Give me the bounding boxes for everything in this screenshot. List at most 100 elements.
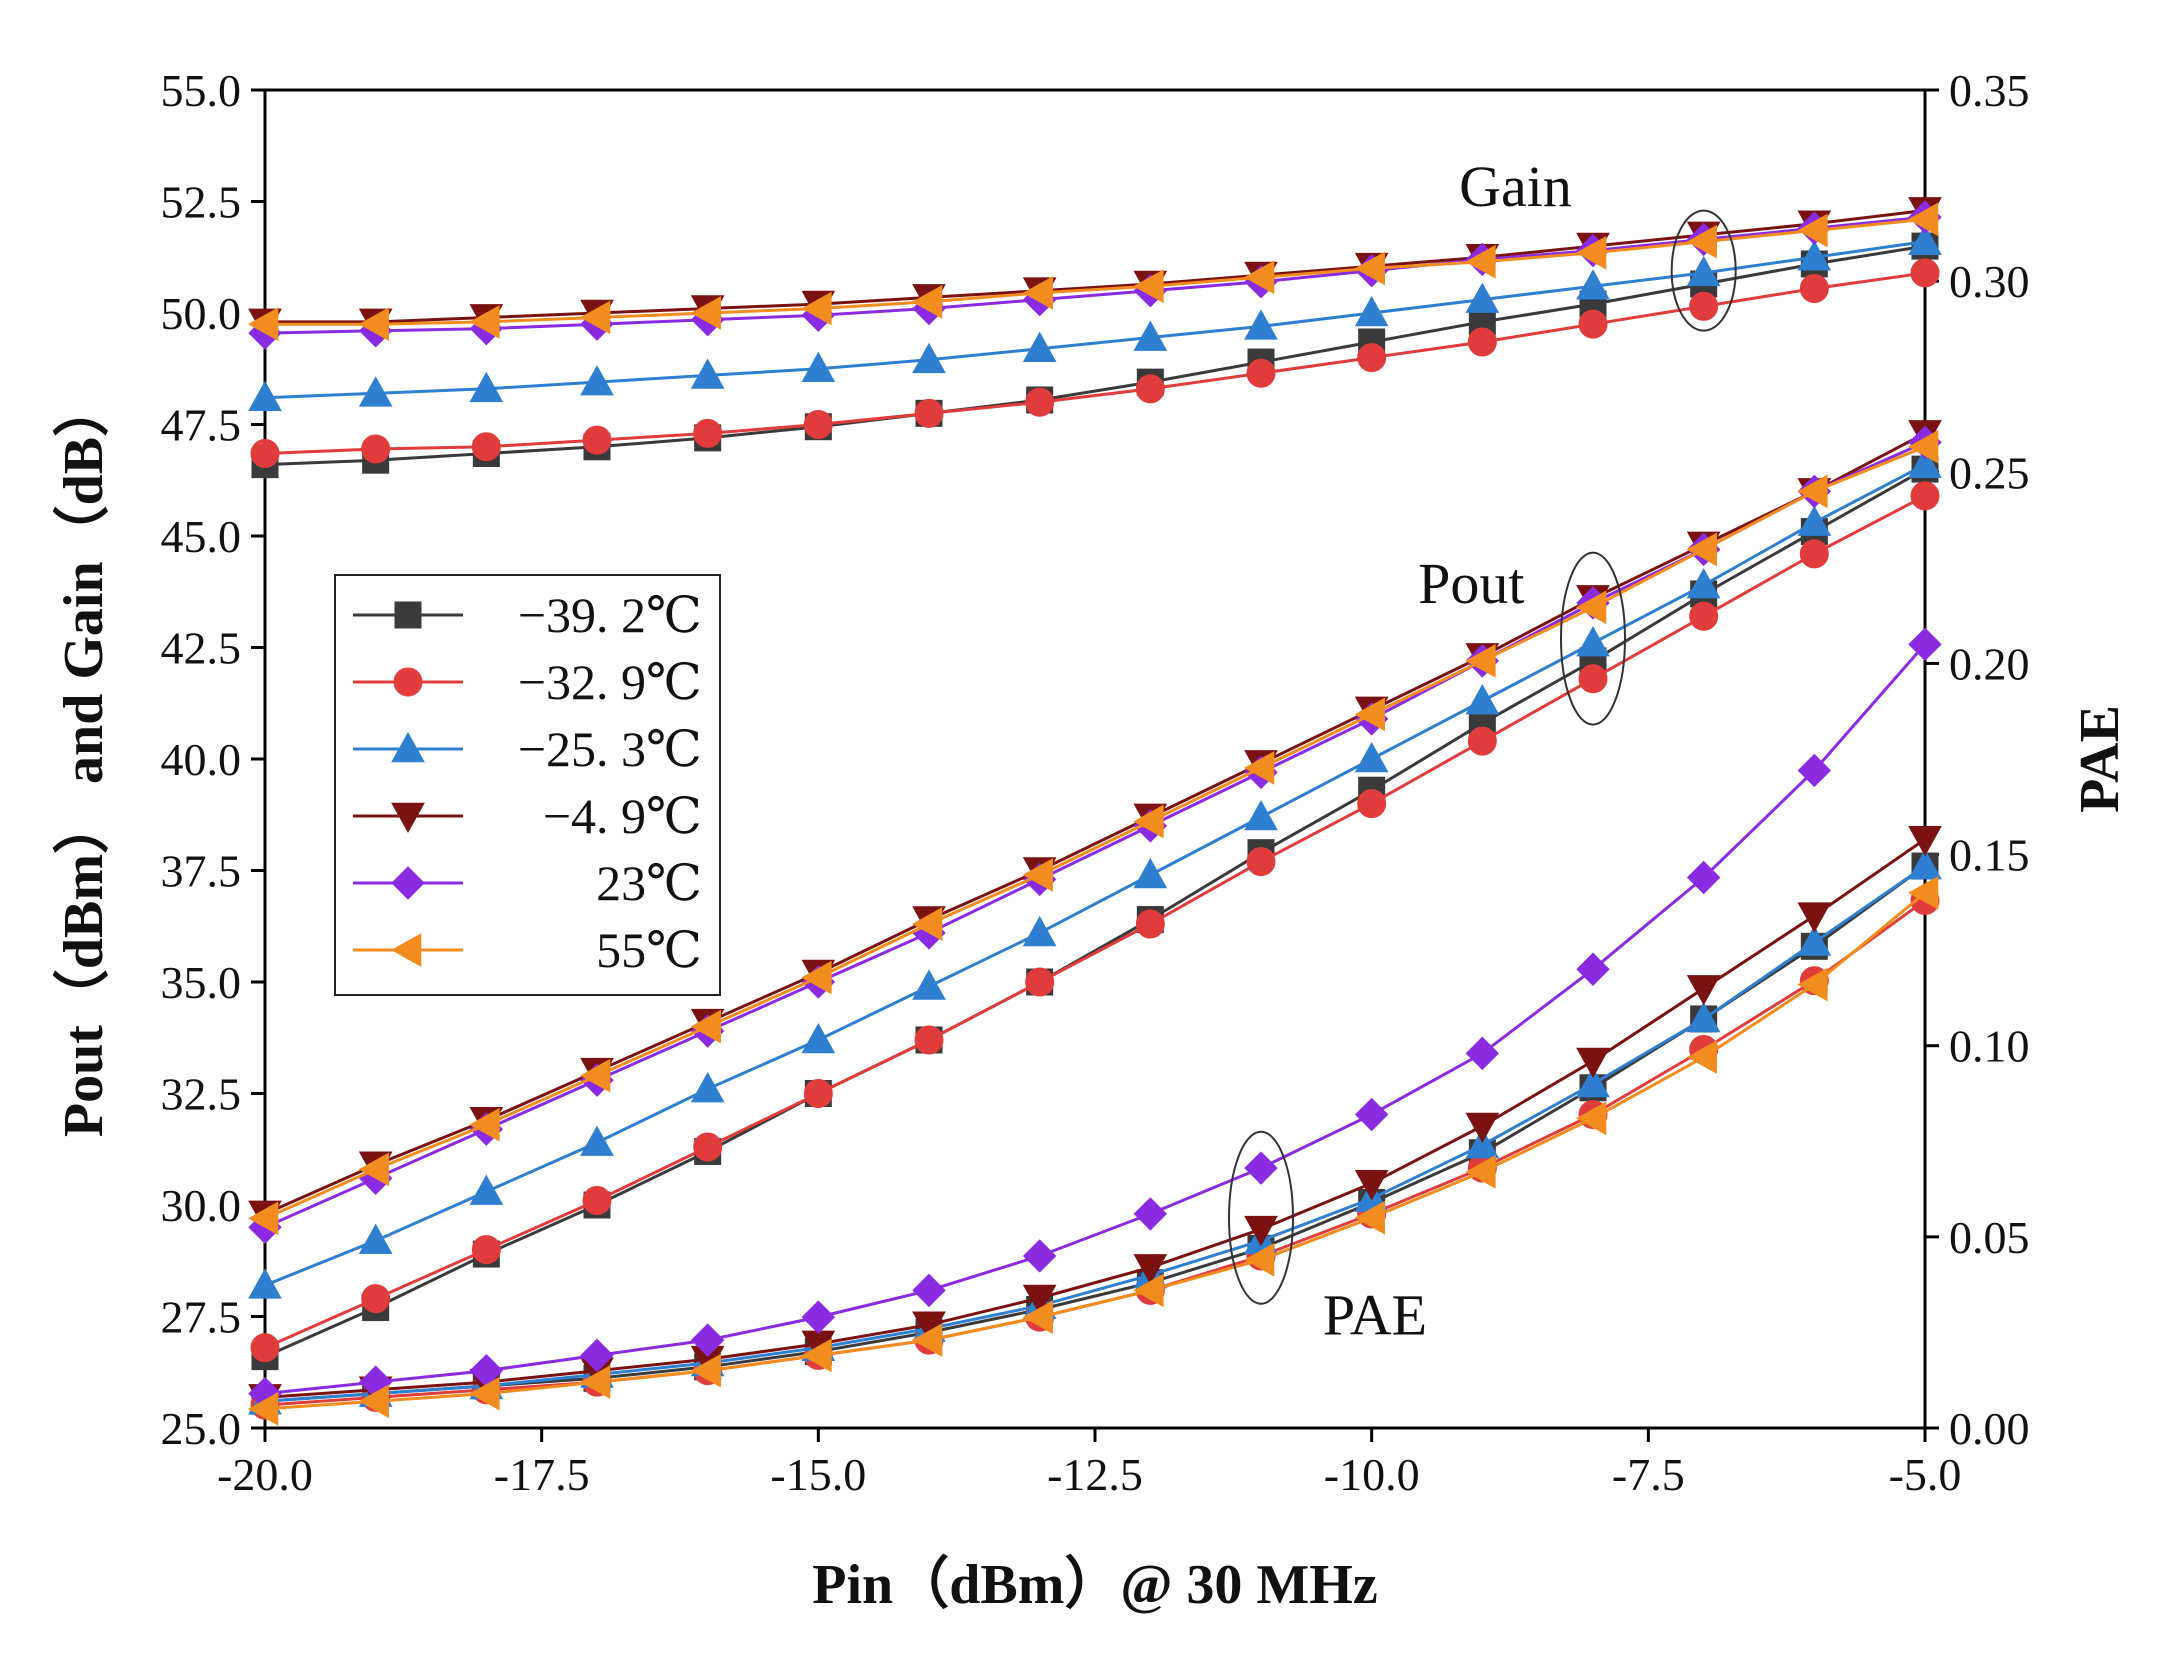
data-point-pout-2	[801, 1022, 836, 1054]
data-point-gain-2	[1133, 320, 1168, 351]
data-point-pae-4	[1797, 753, 1832, 788]
data-point-pout-5	[1243, 751, 1275, 785]
data-point-pae-5	[579, 1365, 611, 1399]
data-point-gain-5	[1465, 244, 1496, 279]
data-point-pae-2	[1797, 925, 1832, 956]
data-point-gain-1	[1910, 258, 1940, 288]
data-point-pae-4	[912, 1273, 946, 1308]
data-point-pae-5	[1575, 1101, 1607, 1136]
data-point-gain-5	[1575, 235, 1607, 270]
series-line-pout-4	[264, 440, 1926, 1229]
series-group	[247, 197, 1942, 1426]
data-point-pae-2	[1576, 1066, 1610, 1098]
series-line-gain-1	[264, 271, 1926, 455]
data-point-gain-2	[912, 342, 946, 374]
data-point-gain-5	[1797, 213, 1828, 248]
data-point-pout-5	[579, 1058, 611, 1093]
series-line-gain-2	[264, 240, 1926, 400]
data-point-gain-2	[248, 380, 282, 412]
y-left-axis-title: Pout（dBm） and Gain（dB）	[52, 381, 115, 1137]
y-right-tick-label: 0.00	[1949, 1403, 2030, 1454]
data-point-pout-1	[1799, 539, 1829, 569]
annotation-label: PAE	[1323, 1282, 1427, 1347]
data-point-pout-2	[248, 1268, 282, 1299]
legend-marker	[391, 731, 425, 763]
data-point-pae-5	[247, 1392, 279, 1426]
data-point-gain-5	[801, 291, 832, 326]
data-point-pout-5	[1354, 697, 1385, 732]
data-point-gain-2	[1686, 255, 1721, 287]
data-point-pae-4	[1244, 1151, 1278, 1185]
data-point-gain-2	[580, 365, 614, 396]
data-point-pout-2	[1797, 505, 1832, 536]
data-point-gain-1	[1357, 343, 1387, 373]
data-point-pout-1	[1467, 726, 1497, 756]
data-point-gain-5	[1022, 276, 1053, 310]
data-point-pae-5	[1133, 1273, 1164, 1308]
data-point-pae-5	[1354, 1200, 1385, 1235]
legend-marker	[393, 667, 423, 697]
data-point-pae-5	[690, 1353, 721, 1388]
series-line-pout-0	[264, 467, 1926, 1358]
data-point-pout-5	[911, 907, 943, 941]
y-right-tick-label: 0.05	[1949, 1212, 2030, 1263]
data-point-pout-1	[803, 1079, 833, 1108]
data-point-pae-4	[1686, 860, 1721, 895]
series-line-pae-3	[264, 838, 1926, 1399]
y-right-tick-label: 0.25	[1949, 447, 2030, 498]
x-tick-label: -15.0	[770, 1449, 866, 1500]
data-point-pout-5	[1465, 644, 1496, 678]
data-point-gain-2	[358, 376, 393, 407]
y-left-tick-label: 52.5	[161, 177, 242, 228]
data-point-pae-3	[1465, 1112, 1500, 1144]
data-point-pout-5	[1133, 804, 1164, 839]
legend-entry-label: −4. 9℃	[543, 788, 702, 844]
data-point-gain-1	[1246, 358, 1276, 388]
data-point-pout-5	[247, 1201, 279, 1236]
data-point-gain-5	[469, 305, 500, 339]
data-point-pae-4	[1133, 1197, 1168, 1231]
data-point-gain-2	[1354, 295, 1389, 327]
legend-entry-label: −25. 3℃	[518, 721, 702, 777]
data-point-pae-5	[1907, 875, 1939, 910]
data-point-gain-5	[579, 300, 611, 335]
data-point-pout-1	[471, 1235, 501, 1265]
data-point-pout-1	[693, 1132, 723, 1162]
data-point-pout-2	[1576, 626, 1610, 657]
data-point-gain-5	[911, 285, 943, 319]
series-line-pae-5	[264, 891, 1926, 1411]
legend-marker	[390, 933, 422, 967]
data-point-gain-1	[1025, 387, 1055, 417]
data-point-gain-2	[1576, 269, 1610, 300]
pout-group-ellipse	[1560, 551, 1626, 726]
data-point-pout-5	[1907, 429, 1939, 464]
data-point-gain-5	[247, 307, 279, 341]
annotation-label: Pout	[1418, 551, 1524, 616]
data-point-pae-5	[1243, 1242, 1275, 1277]
legend-entry-label: −39. 2℃	[518, 587, 702, 643]
data-point-gain-2	[1022, 331, 1057, 362]
data-point-gain-1	[1578, 309, 1608, 339]
data-point-pae-2	[1465, 1128, 1500, 1159]
data-point-pout-1	[361, 1284, 391, 1314]
y-left-tick-label: 30.0	[161, 1180, 242, 1231]
data-point-pout-1	[1689, 601, 1719, 631]
data-point-gain-2	[690, 358, 725, 389]
data-point-gain-2	[1908, 224, 1942, 255]
data-point-pae-4	[801, 1300, 836, 1334]
data-point-pout-2	[1022, 915, 1057, 947]
data-point-pout-2	[580, 1125, 614, 1156]
y-right-axis-title: PAE	[2069, 705, 2131, 813]
data-point-gain-2	[469, 371, 504, 403]
legend-box	[334, 574, 721, 996]
pae-group-ellipse	[1228, 1130, 1294, 1305]
data-point-pout-2	[1908, 447, 1942, 478]
data-point-pae-5	[911, 1323, 943, 1357]
data-point-pae-4	[1022, 1239, 1057, 1273]
data-point-gain-1	[471, 432, 501, 462]
data-point-gain-1	[582, 425, 612, 455]
data-point-pout-2	[1133, 857, 1168, 889]
x-tick-label: -5.0	[1889, 1449, 1962, 1500]
data-point-gain-1	[1135, 374, 1165, 404]
